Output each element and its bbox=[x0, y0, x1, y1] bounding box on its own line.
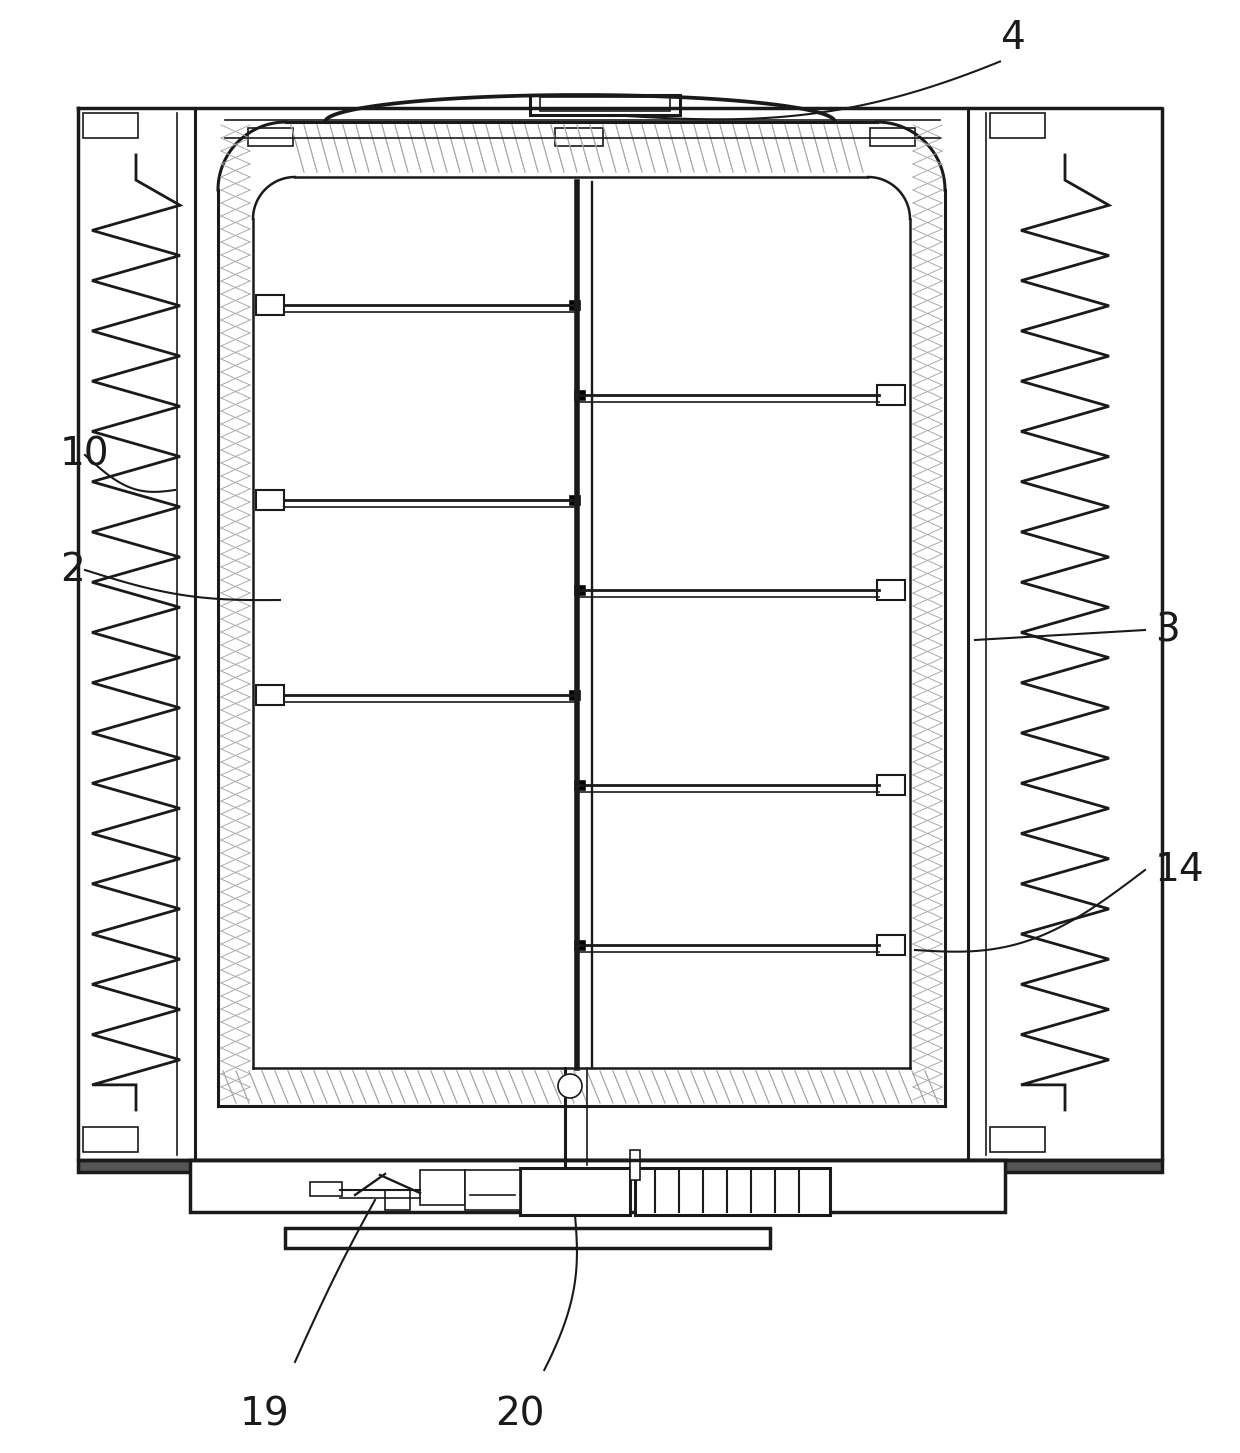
Bar bbox=[877, 385, 905, 405]
Bar bbox=[630, 1149, 640, 1180]
Bar bbox=[574, 586, 585, 594]
Bar bbox=[465, 1170, 520, 1210]
Bar bbox=[877, 580, 905, 600]
Bar bbox=[990, 113, 1045, 138]
Bar bbox=[255, 684, 284, 705]
Bar bbox=[569, 690, 580, 700]
Bar bbox=[285, 1228, 770, 1248]
Bar bbox=[870, 128, 915, 145]
Text: 2: 2 bbox=[60, 551, 84, 588]
Text: 14: 14 bbox=[1154, 851, 1204, 889]
Bar bbox=[990, 1128, 1045, 1152]
Bar bbox=[255, 295, 284, 315]
Bar bbox=[569, 299, 580, 309]
Bar bbox=[556, 128, 603, 145]
Text: 3: 3 bbox=[1154, 612, 1179, 649]
Bar bbox=[574, 389, 585, 400]
Bar bbox=[255, 490, 284, 510]
Text: 20: 20 bbox=[495, 1396, 544, 1434]
Bar bbox=[574, 940, 585, 950]
Bar bbox=[310, 1181, 342, 1196]
Bar bbox=[420, 1170, 465, 1205]
Bar bbox=[877, 774, 905, 795]
Bar bbox=[83, 1128, 138, 1152]
Bar bbox=[539, 97, 670, 110]
Bar bbox=[569, 495, 580, 506]
Bar bbox=[83, 113, 138, 138]
Text: 4: 4 bbox=[999, 19, 1024, 57]
Bar bbox=[384, 1190, 410, 1210]
Bar bbox=[78, 1159, 1162, 1173]
Text: 10: 10 bbox=[60, 436, 109, 474]
Bar bbox=[248, 128, 293, 145]
Bar bbox=[877, 934, 905, 955]
Bar bbox=[529, 94, 680, 115]
Bar bbox=[190, 1159, 1004, 1212]
Circle shape bbox=[558, 1074, 582, 1098]
Bar bbox=[635, 1168, 830, 1215]
Text: 19: 19 bbox=[241, 1396, 290, 1434]
Bar bbox=[574, 780, 585, 790]
Bar bbox=[520, 1168, 630, 1215]
